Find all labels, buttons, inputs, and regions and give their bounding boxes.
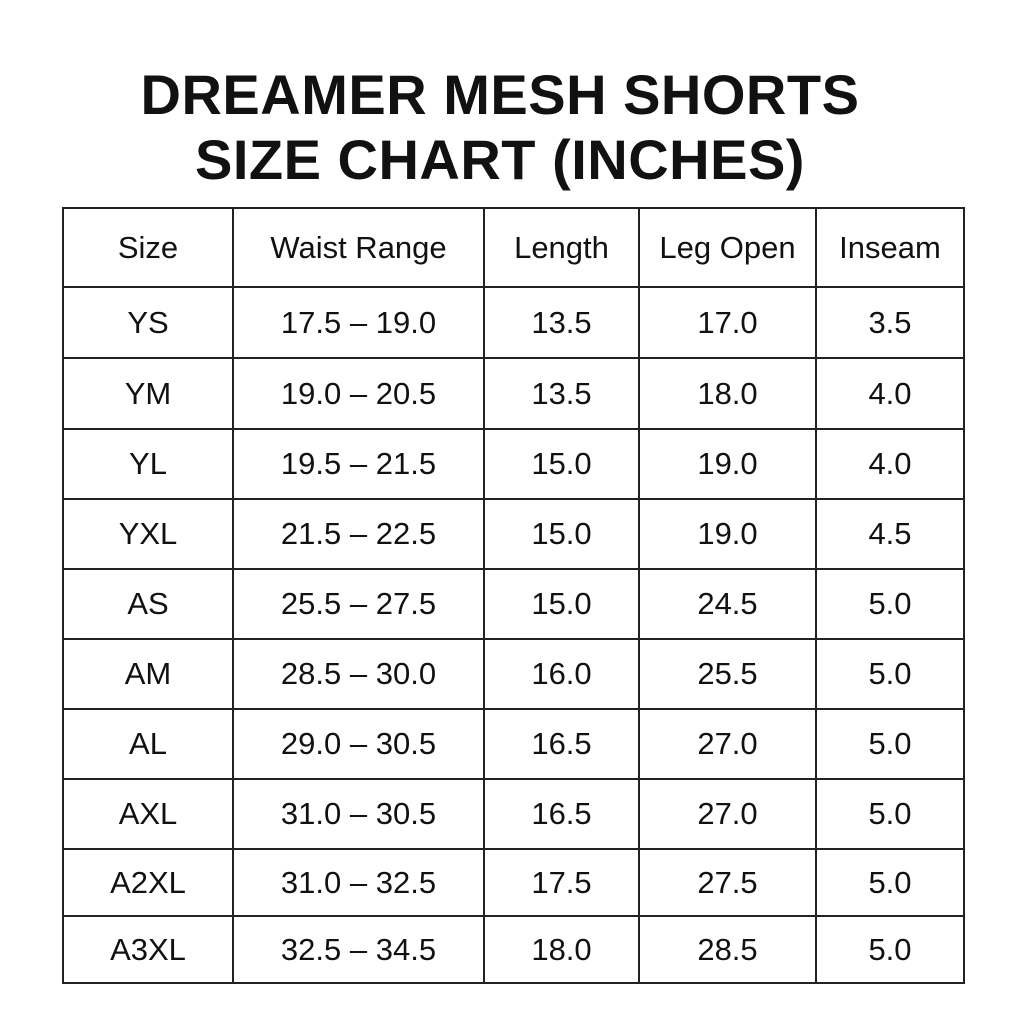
cell-length: 16.5 (483, 708, 640, 780)
cell-waist-range: 28.5 – 30.0 (232, 638, 485, 710)
header-length: Length (483, 207, 640, 288)
cell-inseam: 4.0 (815, 357, 965, 430)
cell-waist-range: 31.0 – 30.5 (232, 778, 485, 850)
title-line-1: DREAMER MESH SHORTS (140, 63, 860, 126)
cell-inseam: 5.0 (815, 638, 965, 710)
cell-size: YXL (62, 498, 234, 570)
cell-length: 13.5 (483, 286, 640, 359)
cell-inseam: 5.0 (815, 778, 965, 850)
table-row: YXL 21.5 – 22.5 15.0 19.0 4.5 (62, 498, 965, 570)
cell-inseam: 5.0 (815, 915, 965, 984)
header-row: Size Waist Range Length Leg Open Inseam (62, 207, 965, 288)
cell-size: YM (62, 357, 234, 430)
cell-size: YL (62, 428, 234, 500)
cell-length: 16.0 (483, 638, 640, 710)
cell-size: A3XL (62, 915, 234, 984)
table-row: A2XL 31.0 – 32.5 17.5 27.5 5.0 (62, 848, 965, 917)
cell-length: 15.0 (483, 498, 640, 570)
size-chart-table: Size Waist Range Length Leg Open Inseam YS 17… (62, 207, 965, 984)
header-leg-open: Leg Open (638, 207, 817, 288)
table-row: AM 28.5 – 30.0 16.0 25.5 5.0 (62, 638, 965, 710)
table-row: AXL 31.0 – 30.5 16.5 27.0 5.0 (62, 778, 965, 850)
cell-size: AS (62, 568, 234, 640)
cell-leg-open: 27.0 (638, 778, 817, 850)
title-line-2: SIZE CHART (INCHES) (195, 128, 805, 191)
cell-size: AXL (62, 778, 234, 850)
cell-size: YS (62, 286, 234, 359)
cell-size: AM (62, 638, 234, 710)
cell-inseam: 5.0 (815, 848, 965, 917)
cell-length: 18.0 (483, 915, 640, 984)
cell-leg-open: 19.0 (638, 498, 817, 570)
cell-leg-open: 27.0 (638, 708, 817, 780)
cell-inseam: 3.5 (815, 286, 965, 359)
cell-inseam: 4.5 (815, 498, 965, 570)
cell-length: 15.0 (483, 428, 640, 500)
cell-waist-range: 29.0 – 30.5 (232, 708, 485, 780)
cell-leg-open: 18.0 (638, 357, 817, 430)
table-row: A3XL 32.5 – 34.5 18.0 28.5 5.0 (62, 915, 965, 984)
cell-inseam: 4.0 (815, 428, 965, 500)
table-row: AL 29.0 – 30.5 16.5 27.0 5.0 (62, 708, 965, 780)
cell-leg-open: 28.5 (638, 915, 817, 984)
table-row: YL 19.5 – 21.5 15.0 19.0 4.0 (62, 428, 965, 500)
cell-size: A2XL (62, 848, 234, 917)
header-waist-range: Waist Range (232, 207, 485, 288)
table-row: AS 25.5 – 27.5 15.0 24.5 5.0 (62, 568, 965, 640)
cell-waist-range: 19.0 – 20.5 (232, 357, 485, 430)
cell-waist-range: 32.5 – 34.5 (232, 915, 485, 984)
cell-waist-range: 31.0 – 32.5 (232, 848, 485, 917)
cell-inseam: 5.0 (815, 568, 965, 640)
cell-waist-range: 17.5 – 19.0 (232, 286, 485, 359)
table-row: YS 17.5 – 19.0 13.5 17.0 3.5 (62, 286, 965, 359)
cell-length: 15.0 (483, 568, 640, 640)
cell-size: AL (62, 708, 234, 780)
cell-waist-range: 21.5 – 22.5 (232, 498, 485, 570)
cell-inseam: 5.0 (815, 708, 965, 780)
cell-leg-open: 19.0 (638, 428, 817, 500)
cell-length: 17.5 (483, 848, 640, 917)
cell-length: 13.5 (483, 357, 640, 430)
cell-length: 16.5 (483, 778, 640, 850)
cell-leg-open: 27.5 (638, 848, 817, 917)
header-size: Size (62, 207, 234, 288)
cell-leg-open: 24.5 (638, 568, 817, 640)
header-inseam: Inseam (815, 207, 965, 288)
cell-waist-range: 25.5 – 27.5 (232, 568, 485, 640)
cell-leg-open: 17.0 (638, 286, 817, 359)
cell-leg-open: 25.5 (638, 638, 817, 710)
table-row: YM 19.0 – 20.5 13.5 18.0 4.0 (62, 357, 965, 430)
cell-waist-range: 19.5 – 21.5 (232, 428, 485, 500)
